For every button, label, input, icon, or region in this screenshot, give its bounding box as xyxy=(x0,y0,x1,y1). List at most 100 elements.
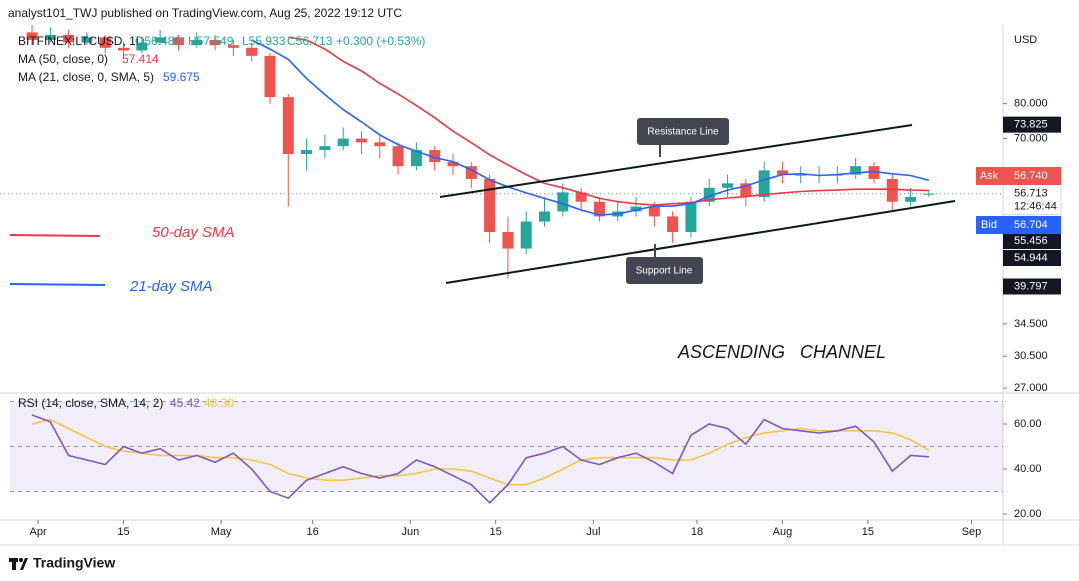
change: +0.300 (+0.53%) xyxy=(336,34,425,48)
candle-body xyxy=(795,174,807,176)
price-tag xyxy=(1003,250,1061,266)
price-tag-label: 54.944 xyxy=(1014,252,1048,264)
candle-body xyxy=(246,47,258,56)
annotation: 21-day SMA xyxy=(129,278,213,295)
candle-body xyxy=(575,192,587,202)
x-tick-label: 15 xyxy=(490,526,502,538)
support-line xyxy=(445,200,956,284)
symbol: BITFINEX:LTCUSD, 1D xyxy=(18,34,145,48)
candle-body xyxy=(172,37,184,46)
ask-tag xyxy=(1003,167,1061,185)
x-tick-label: 15 xyxy=(117,526,129,538)
x-tick-label: 18 xyxy=(691,526,703,538)
candle-body xyxy=(191,39,203,46)
ma-line xyxy=(251,39,930,216)
x-tick-label: Aug xyxy=(773,526,793,538)
candle-body xyxy=(63,34,75,43)
candle-body xyxy=(209,39,221,46)
candle-body xyxy=(337,138,349,147)
resistance-line xyxy=(439,124,913,198)
candle-body xyxy=(905,197,917,202)
countdown: 12:46:44 xyxy=(1014,201,1057,213)
candle-body xyxy=(410,150,422,167)
candle-body xyxy=(722,183,734,188)
candle-body xyxy=(593,201,605,217)
price-pane xyxy=(0,25,1003,279)
axes: 80.000 70.000 34.500 30.500 27.000 Apr 15 May 16… xyxy=(30,98,1062,538)
rsi-line xyxy=(31,418,930,486)
candle-body xyxy=(118,47,130,51)
x-tick-label: Jun xyxy=(401,526,419,538)
y-tick-label: 80.000 xyxy=(1014,98,1048,110)
logo xyxy=(9,558,28,570)
candle-body xyxy=(850,166,862,175)
candle-body xyxy=(355,138,367,143)
candle-body xyxy=(630,206,642,212)
y-tick-label: 27.000 xyxy=(1014,382,1048,394)
price-tag xyxy=(1003,116,1061,133)
axis-unit: USD xyxy=(1014,34,1037,46)
candle-body xyxy=(301,150,313,154)
legend-value: 45.42 xyxy=(170,396,200,410)
legend-value: 57.414 xyxy=(122,52,159,66)
candle-body xyxy=(648,206,660,217)
candle-body xyxy=(392,146,404,167)
price-tag xyxy=(1003,233,1061,249)
y-tick-label: 20.00 xyxy=(1014,508,1042,520)
candle-body xyxy=(703,187,715,202)
annotation-line xyxy=(9,283,106,286)
candle-body xyxy=(99,37,111,48)
annotation: ASCENDING CHANNEL xyxy=(677,342,886,362)
candle-body xyxy=(44,34,56,40)
rsi-pane xyxy=(10,401,1003,504)
ask-label-bg xyxy=(976,167,1003,185)
candle-body xyxy=(374,142,386,147)
y-tick-label: 30.500 xyxy=(1014,350,1048,362)
bid-label-bg xyxy=(976,216,1003,234)
candle-body xyxy=(886,178,898,202)
candle-body xyxy=(740,183,752,198)
ohlc-high: H57.549 xyxy=(188,34,234,48)
candle-body xyxy=(484,178,496,233)
price-tag-label: 55.456 xyxy=(1014,235,1048,247)
bid-label: Bid xyxy=(981,219,997,231)
candle-body xyxy=(520,221,532,249)
legend-label: MA (21, close, 0, SMA, 5) xyxy=(18,70,154,84)
candle-body xyxy=(465,166,477,179)
candle-body xyxy=(539,211,551,222)
annotation: 50-day SMA xyxy=(152,224,235,241)
legend-value: 59.675 xyxy=(163,70,200,84)
y-tick-label: 60.00 xyxy=(1014,418,1042,430)
candle-body xyxy=(557,192,569,212)
candle-body xyxy=(26,32,38,40)
candle-body xyxy=(502,232,514,249)
rsi-line xyxy=(31,414,929,504)
candle-body xyxy=(868,166,880,179)
last-price-tag xyxy=(1002,184,1062,216)
candle-body xyxy=(136,42,148,51)
bid-tag xyxy=(1003,216,1061,234)
candle-body xyxy=(429,150,441,163)
brand: TradingView xyxy=(33,555,115,571)
callout-text: Support Line xyxy=(636,266,693,277)
x-tick-label: Sep xyxy=(962,526,982,538)
published-line: analyst101_TWJ published on TradingView.… xyxy=(8,6,402,20)
candle-body xyxy=(758,170,770,198)
ohlc-close: C56.713 xyxy=(287,34,333,48)
candle-body xyxy=(319,146,331,151)
candle-body xyxy=(264,55,276,98)
callout-box xyxy=(637,118,729,145)
price-tag xyxy=(1003,278,1061,295)
price-tag-label: 73.825 xyxy=(1014,119,1048,131)
x-tick-label: Apr xyxy=(30,526,47,538)
x-tick-label: May xyxy=(211,526,232,538)
candle-body xyxy=(685,201,697,233)
y-tick-label: 34.500 xyxy=(1014,318,1048,330)
callout-box xyxy=(626,257,703,284)
candle-body xyxy=(154,37,166,43)
rsi-legend: RSI (14, close, SMA, 14, 2) xyxy=(18,396,163,410)
bid-value: 56.704 xyxy=(1014,219,1048,231)
drawings: Resistance Line Support Line 50-day SMA … xyxy=(9,118,956,362)
ask-label: Ask xyxy=(980,170,999,182)
